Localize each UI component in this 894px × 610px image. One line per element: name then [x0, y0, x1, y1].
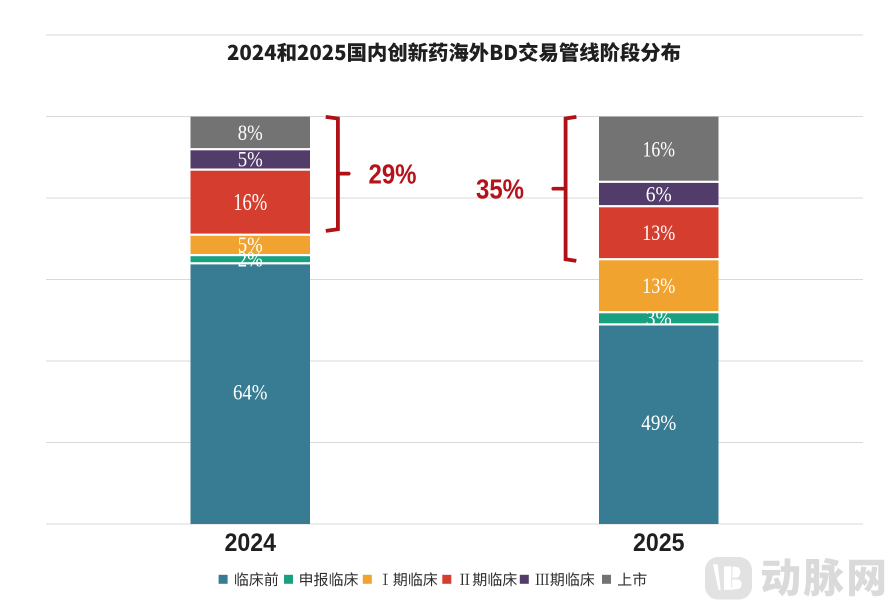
svg-text:3%: 3%: [646, 306, 672, 331]
svg-text:29%: 29%: [369, 158, 417, 189]
svg-text:13%: 13%: [642, 273, 675, 298]
svg-text:2025: 2025: [633, 529, 685, 557]
svg-text:2%: 2%: [238, 247, 263, 272]
svg-text:35%: 35%: [476, 173, 524, 204]
svg-text:49%: 49%: [641, 410, 676, 435]
svg-text:64%: 64%: [233, 379, 268, 404]
svg-text:5%: 5%: [238, 232, 263, 257]
svg-text:13%: 13%: [642, 220, 675, 245]
svg-text:6%: 6%: [646, 181, 672, 206]
svg-text:16%: 16%: [233, 190, 267, 216]
svg-text:2024: 2024: [225, 529, 277, 557]
svg-text:8%: 8%: [238, 120, 263, 145]
svg-text:5%: 5%: [238, 147, 263, 172]
svg-text:16%: 16%: [643, 137, 676, 162]
